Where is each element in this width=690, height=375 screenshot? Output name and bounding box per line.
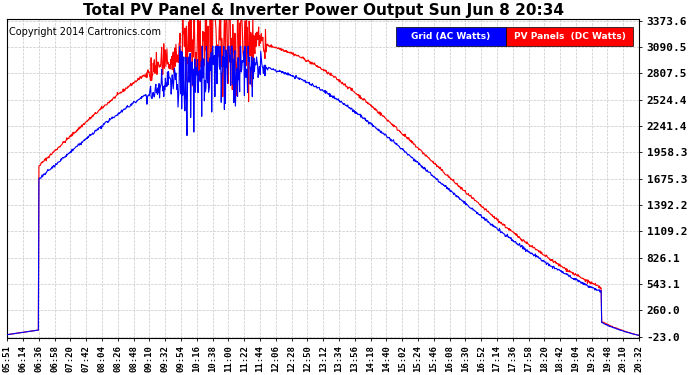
Text: Grid (AC Watts): Grid (AC Watts) [411,32,491,41]
Text: PV Panels  (DC Watts): PV Panels (DC Watts) [513,32,626,41]
FancyBboxPatch shape [506,27,633,46]
Text: Copyright 2014 Cartronics.com: Copyright 2014 Cartronics.com [8,27,161,37]
Title: Total PV Panel & Inverter Power Output Sun Jun 8 20:34: Total PV Panel & Inverter Power Output S… [83,3,564,18]
FancyBboxPatch shape [396,27,506,46]
